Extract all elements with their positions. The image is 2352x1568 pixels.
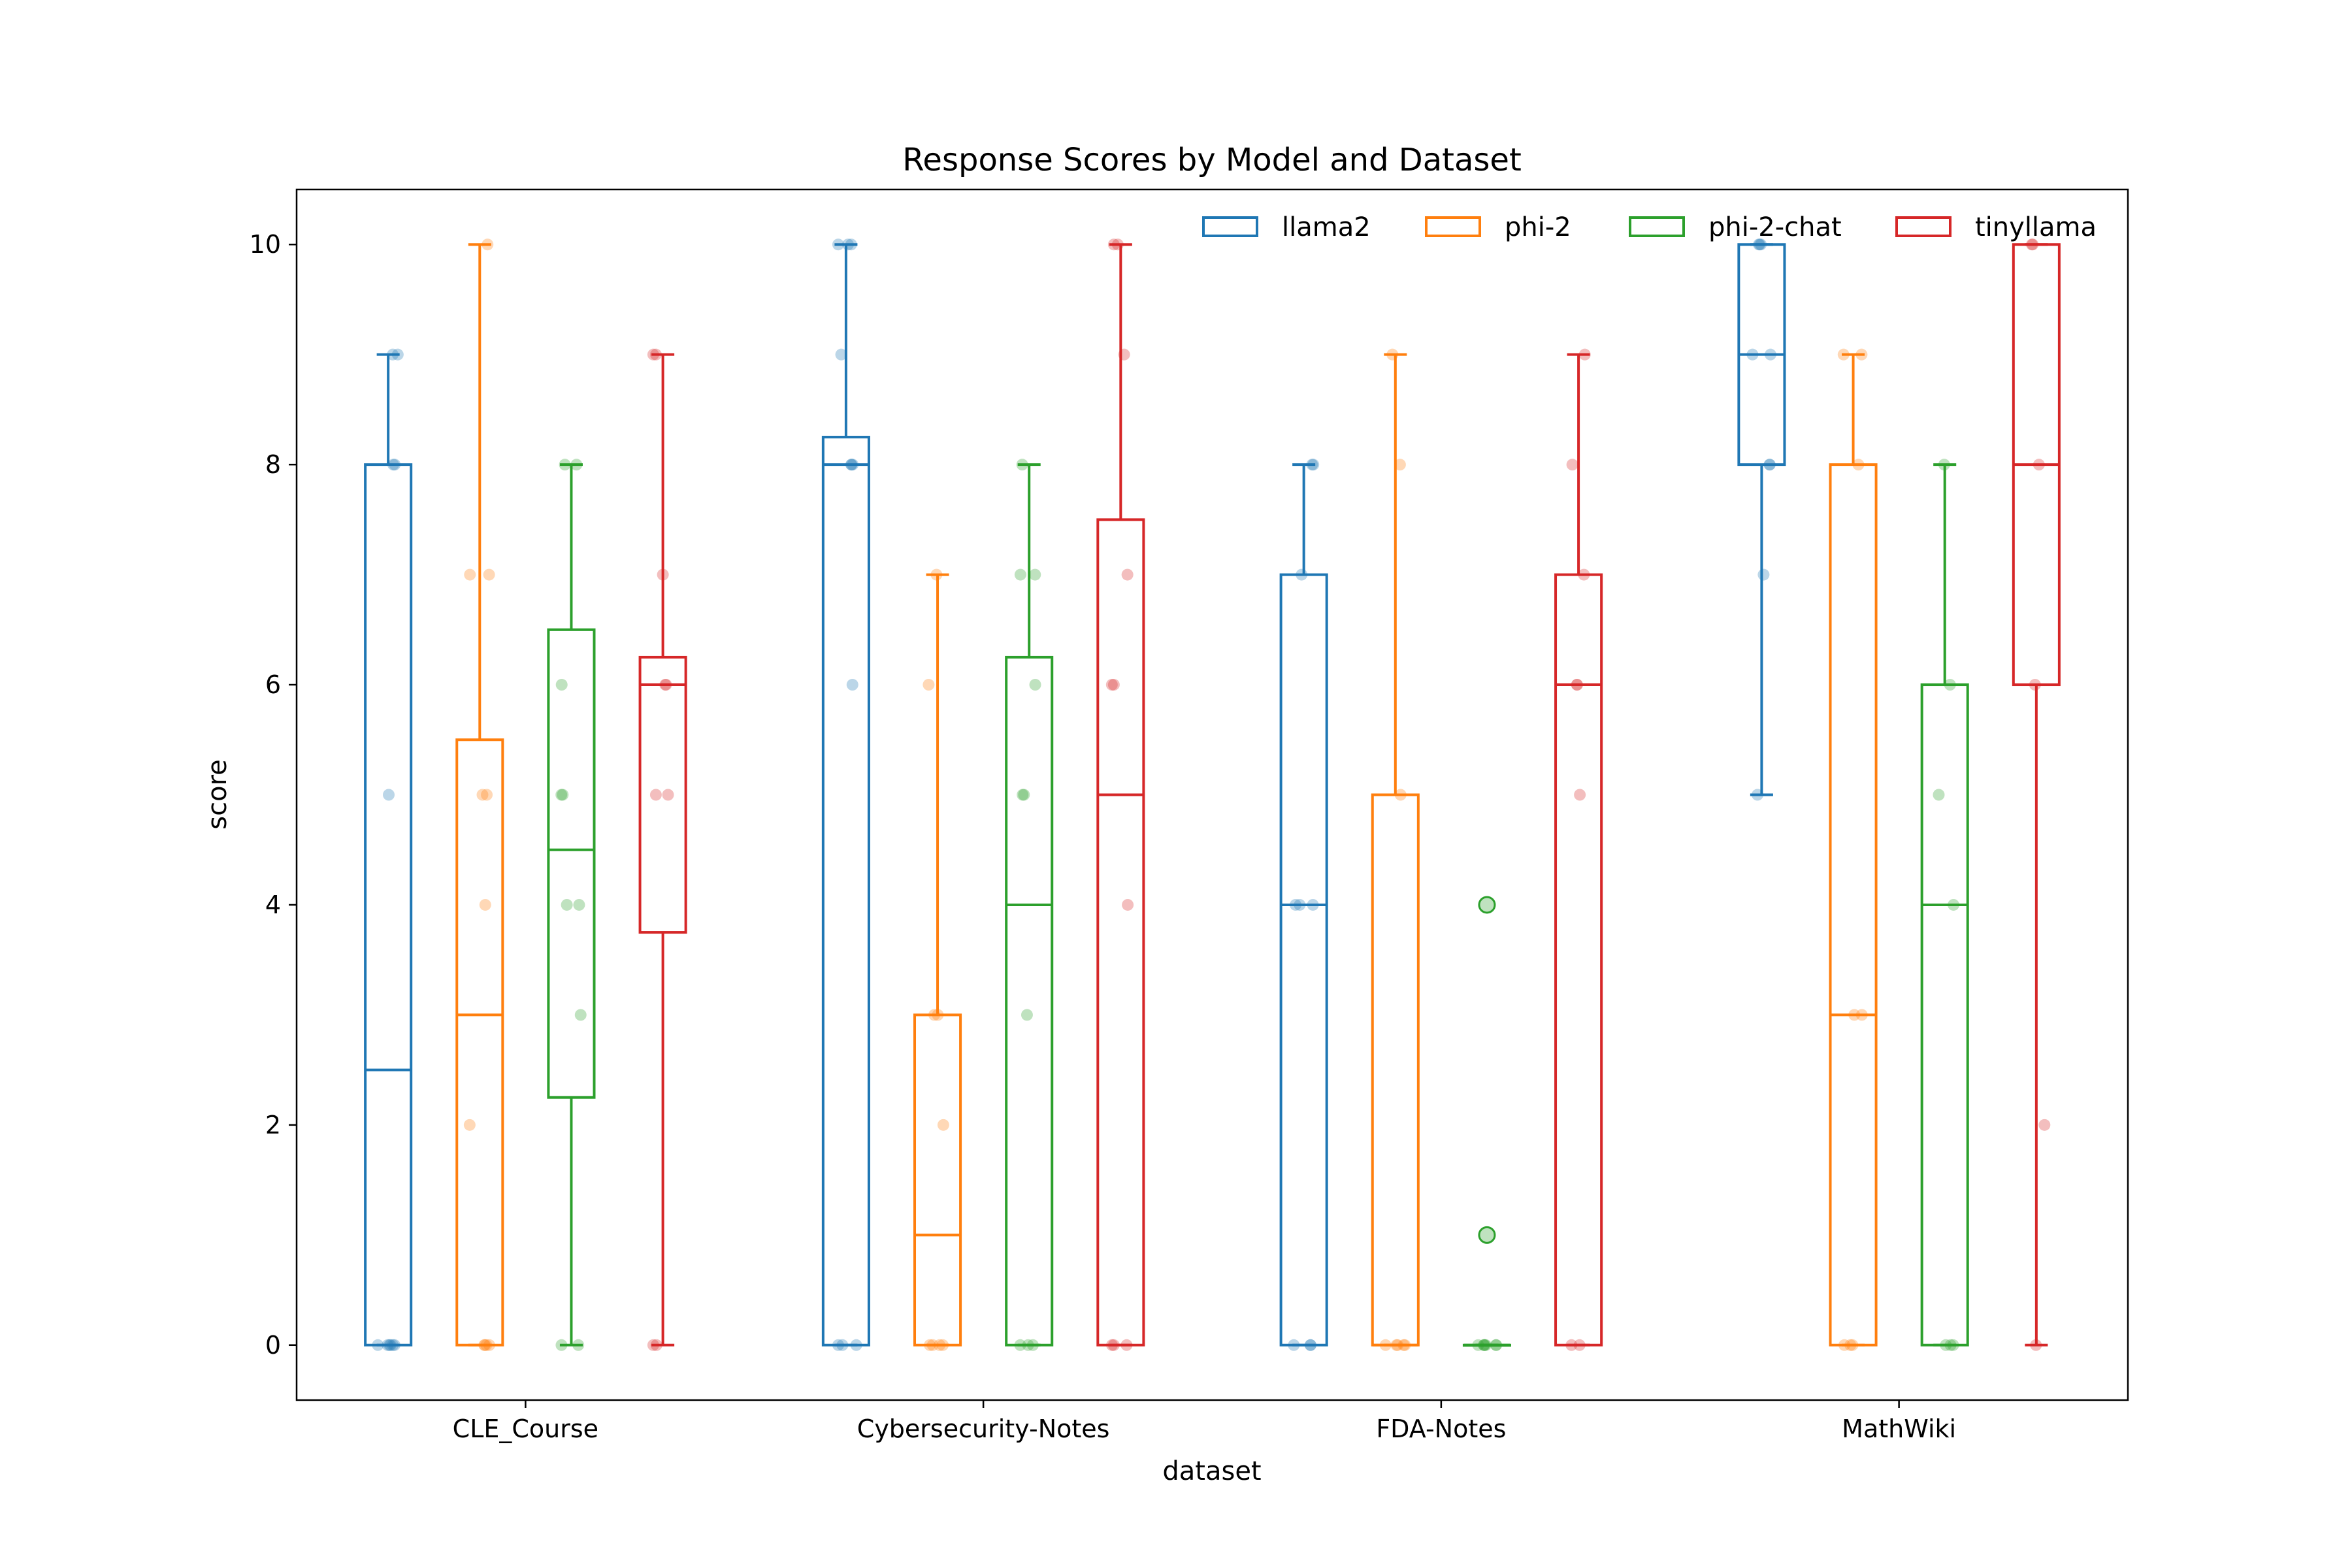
strip-point xyxy=(574,1009,587,1021)
strip-point xyxy=(662,789,674,801)
box-llama2-Cybersecurity-Notes xyxy=(821,238,870,1351)
strip-point xyxy=(1105,679,1118,691)
strip-point xyxy=(1394,459,1406,471)
flier-point xyxy=(1478,1226,1496,1244)
legend-swatch xyxy=(1202,216,1258,237)
y-tick-label: 0 xyxy=(265,1331,281,1360)
box-llama2-MathWiki xyxy=(1737,238,1786,801)
strip-point xyxy=(481,789,493,801)
legend-label: phi-2-chat xyxy=(1708,212,1842,242)
flier-point xyxy=(1478,896,1496,914)
legend-swatch xyxy=(1895,216,1952,237)
box-tinyllama-MathWiki xyxy=(2012,238,2061,1351)
box-llama2-CLE_Course xyxy=(364,348,413,1351)
strip-point xyxy=(1018,789,1030,801)
strip-point xyxy=(1107,679,1120,691)
strip-point xyxy=(1566,459,1578,471)
plot-marks xyxy=(364,238,2061,1351)
box-body xyxy=(547,628,596,1099)
strip-point xyxy=(555,789,568,801)
box-tinyllama-CLE_Course xyxy=(638,348,687,1351)
box-body xyxy=(364,463,413,1347)
y-tick-label: 10 xyxy=(250,230,281,259)
y-axis-label: score xyxy=(203,759,233,829)
box-body xyxy=(1005,655,1054,1347)
strip-point xyxy=(561,898,573,911)
strip-point xyxy=(1029,679,1041,691)
box-llama2-FDA-Notes xyxy=(1279,459,1328,1351)
legend-swatch xyxy=(1629,216,1685,237)
box-body xyxy=(821,436,870,1347)
strip-point xyxy=(1014,568,1026,581)
strip-point xyxy=(1122,898,1134,911)
strip-point xyxy=(573,898,585,911)
y-axis: 0 2 4 6 8 10 xyxy=(250,230,297,1360)
y-tick-label: 2 xyxy=(265,1111,281,1139)
strip-point xyxy=(555,679,568,691)
box-phi-2-MathWiki xyxy=(1829,348,1878,1351)
legend-swatch xyxy=(1425,216,1481,237)
strip-point xyxy=(557,789,569,801)
box-body xyxy=(1096,518,1145,1347)
box-body xyxy=(1829,463,1878,1347)
strip-point xyxy=(937,1119,949,1131)
box-phi-2-CLE_Course xyxy=(455,238,504,1351)
box-body xyxy=(455,738,504,1347)
y-tick-label: 8 xyxy=(265,450,281,479)
x-axis: CLE_Course Cybersecurity-Notes FDA-Notes Ma… xyxy=(453,1400,1956,1443)
strip-point xyxy=(846,679,858,691)
x-tick-label: Cybersecurity-Notes xyxy=(857,1414,1110,1443)
y-tick-label: 4 xyxy=(265,890,281,919)
box-body xyxy=(1920,683,1969,1347)
strip-point xyxy=(464,568,476,581)
box-phi-2-chat-Cybersecurity-Notes xyxy=(1005,459,1054,1351)
strip-point xyxy=(649,789,662,801)
chart-title: Response Scores by Model and Dataset xyxy=(902,142,1522,178)
legend-item-llama2: llama2 xyxy=(1202,212,1371,242)
x-tick-label: CLE_Course xyxy=(453,1414,598,1443)
legend-item-phi-2-chat: phi-2-chat xyxy=(1629,212,1842,242)
box-body xyxy=(1279,573,1328,1347)
legend-item-tinyllama: tinyllama xyxy=(1895,212,2097,242)
box-body xyxy=(638,655,687,934)
box-phi-2-Cybersecurity-Notes xyxy=(913,568,962,1351)
legend-label: phi-2 xyxy=(1505,212,1571,242)
box-tinyllama-FDA-Notes xyxy=(1554,348,1603,1351)
strip-point xyxy=(463,1119,476,1131)
strip-point xyxy=(1933,789,1945,801)
strip-point xyxy=(923,679,935,691)
box-tinyllama-Cybersecurity-Notes xyxy=(1096,238,1145,1351)
strip-point xyxy=(1017,789,1029,801)
y-tick-label: 6 xyxy=(265,670,281,699)
legend-label: llama2 xyxy=(1282,212,1371,242)
strip-point xyxy=(479,898,491,911)
box-phi-2-FDA-Notes xyxy=(1371,348,1420,1351)
box-phi-2-chat-CLE_Course xyxy=(547,459,596,1351)
strip-point xyxy=(835,348,847,361)
strip-point xyxy=(476,789,489,801)
strip-point xyxy=(1029,568,1041,581)
strip-point xyxy=(1574,789,1586,801)
legend: llama2 phi-2 phi-2-chat tinyllama xyxy=(1202,212,2097,242)
strip-point xyxy=(1121,568,1134,581)
x-axis-label: dataset xyxy=(1162,1456,1261,1486)
strip-point xyxy=(2038,1119,2051,1131)
box-body xyxy=(913,1013,962,1347)
legend-label: tinyllama xyxy=(1975,212,2097,242)
x-tick-label: FDA-Notes xyxy=(1376,1414,1506,1443)
x-tick-label: MathWiki xyxy=(1842,1414,1956,1443)
strip-point xyxy=(483,568,495,581)
strip-point xyxy=(1021,1009,1033,1021)
strip-point xyxy=(382,789,395,801)
legend-item-phi-2: phi-2 xyxy=(1425,212,1571,242)
box-phi-2-chat-MathWiki xyxy=(1920,459,1969,1351)
strip-point xyxy=(1757,568,1770,581)
box-body xyxy=(1554,573,1603,1347)
plot-frame xyxy=(295,188,2129,1401)
box-phi-2-chat-FDA-Notes xyxy=(1462,896,1511,1351)
